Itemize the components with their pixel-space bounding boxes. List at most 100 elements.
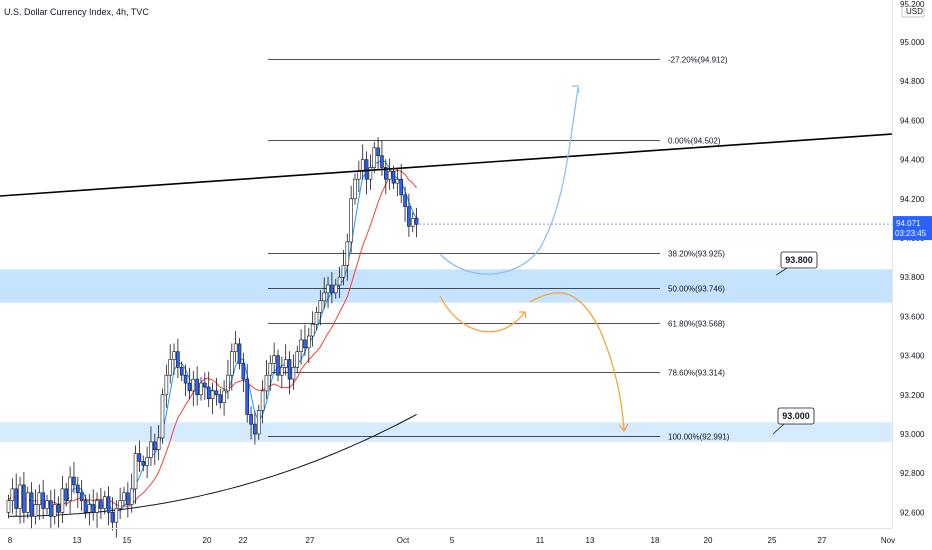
pullback-scenario-arrow[interactable]: [439, 295, 526, 333]
candle[interactable]: [110, 497, 115, 531]
candle[interactable]: [191, 370, 196, 407]
candle[interactable]: [164, 364, 169, 408]
candle[interactable]: [206, 371, 211, 407]
support-zone[interactable]: [0, 269, 892, 303]
candle[interactable]: [45, 494, 49, 515]
fast-moving-average[interactable]: [8, 158, 418, 512]
candle[interactable]: [33, 489, 38, 525]
candle[interactable]: [283, 344, 288, 376]
candle[interactable]: [10, 478, 15, 514]
bearish-scenario-arrow[interactable]: [529, 292, 625, 431]
candle[interactable]: [172, 343, 176, 375]
candle[interactable]: [87, 493, 92, 526]
candle[interactable]: [249, 406, 253, 440]
candle[interactable]: [6, 494, 11, 519]
candle[interactable]: [333, 279, 338, 299]
currency-badge[interactable]: [901, 5, 925, 18]
candle[interactable]: [29, 482, 34, 530]
candle[interactable]: [345, 233, 350, 281]
candle[interactable]: [395, 168, 400, 197]
candle[interactable]: [133, 445, 138, 505]
candle[interactable]: [60, 475, 65, 523]
candle[interactable]: [179, 361, 184, 382]
candle[interactable]: [330, 272, 334, 304]
candle[interactable]: [79, 479, 84, 512]
candle[interactable]: [37, 484, 42, 520]
candle[interactable]: [303, 324, 307, 356]
candle[interactable]: [318, 290, 323, 326]
candle[interactable]: [145, 446, 149, 479]
candle[interactable]: [102, 490, 107, 515]
last-price-badge[interactable]: [893, 216, 932, 241]
long-moving-average[interactable]: [8, 413, 417, 517]
candle[interactable]: [106, 486, 111, 526]
candle[interactable]: [52, 489, 57, 525]
candle[interactable]: [22, 472, 26, 523]
candle[interactable]: [91, 489, 95, 521]
candle[interactable]: [287, 351, 292, 395]
candle[interactable]: [25, 486, 30, 519]
candle[interactable]: [368, 154, 373, 190]
price-callout[interactable]: 93.800: [775, 251, 818, 276]
candle[interactable]: [291, 354, 296, 390]
candle[interactable]: [56, 496, 61, 528]
candle[interactable]: [129, 473, 134, 513]
candle[interactable]: [156, 424, 161, 461]
candle[interactable]: [407, 193, 411, 237]
candle[interactable]: [376, 137, 380, 169]
candle[interactable]: [322, 277, 327, 309]
candle[interactable]: [176, 338, 180, 378]
candle[interactable]: [241, 352, 246, 393]
candle[interactable]: [380, 140, 384, 176]
slow-moving-average[interactable]: [8, 169, 417, 507]
candle[interactable]: [226, 359, 230, 400]
candle[interactable]: [403, 186, 407, 222]
candle[interactable]: [68, 466, 72, 514]
candle[interactable]: [372, 141, 377, 174]
ascending-trendline[interactable]: [0, 133, 893, 197]
candle[interactable]: [276, 349, 280, 382]
candle[interactable]: [199, 377, 203, 401]
candle[interactable]: [357, 160, 361, 193]
candle[interactable]: [99, 487, 103, 520]
candle[interactable]: [18, 476, 22, 524]
candle[interactable]: [233, 330, 238, 363]
candle[interactable]: [410, 212, 415, 233]
candle[interactable]: [272, 342, 276, 375]
candle[interactable]: [141, 455, 146, 472]
candle[interactable]: [260, 380, 265, 424]
candle[interactable]: [149, 426, 153, 466]
candle[interactable]: [399, 163, 404, 204]
candle[interactable]: [295, 345, 300, 374]
candle[interactable]: [95, 492, 99, 528]
candle[interactable]: [353, 173, 357, 205]
candle[interactable]: [183, 364, 188, 396]
candle[interactable]: [280, 356, 284, 389]
candle[interactable]: [310, 311, 315, 347]
candle[interactable]: [245, 363, 249, 423]
candle[interactable]: [337, 266, 342, 298]
candle[interactable]: [160, 388, 165, 444]
candle[interactable]: [203, 372, 207, 400]
candle[interactable]: [230, 343, 234, 391]
candle[interactable]: [222, 380, 226, 416]
candle[interactable]: [83, 494, 88, 519]
candle[interactable]: [214, 377, 219, 406]
candle[interactable]: [326, 276, 330, 309]
candle[interactable]: [360, 144, 365, 180]
candle[interactable]: [383, 159, 388, 195]
candle[interactable]: [76, 476, 80, 509]
candle[interactable]: [49, 490, 53, 530]
price-callout[interactable]: 93.000: [772, 407, 815, 435]
candle[interactable]: [168, 344, 172, 384]
candle[interactable]: [253, 411, 257, 445]
candle[interactable]: [256, 404, 261, 440]
candle[interactable]: [306, 327, 311, 364]
candle[interactable]: [118, 487, 122, 520]
bullish-scenario-arrow[interactable]: [439, 87, 579, 275]
candle[interactable]: [210, 382, 215, 415]
candle[interactable]: [299, 329, 303, 365]
candle[interactable]: [114, 500, 119, 538]
